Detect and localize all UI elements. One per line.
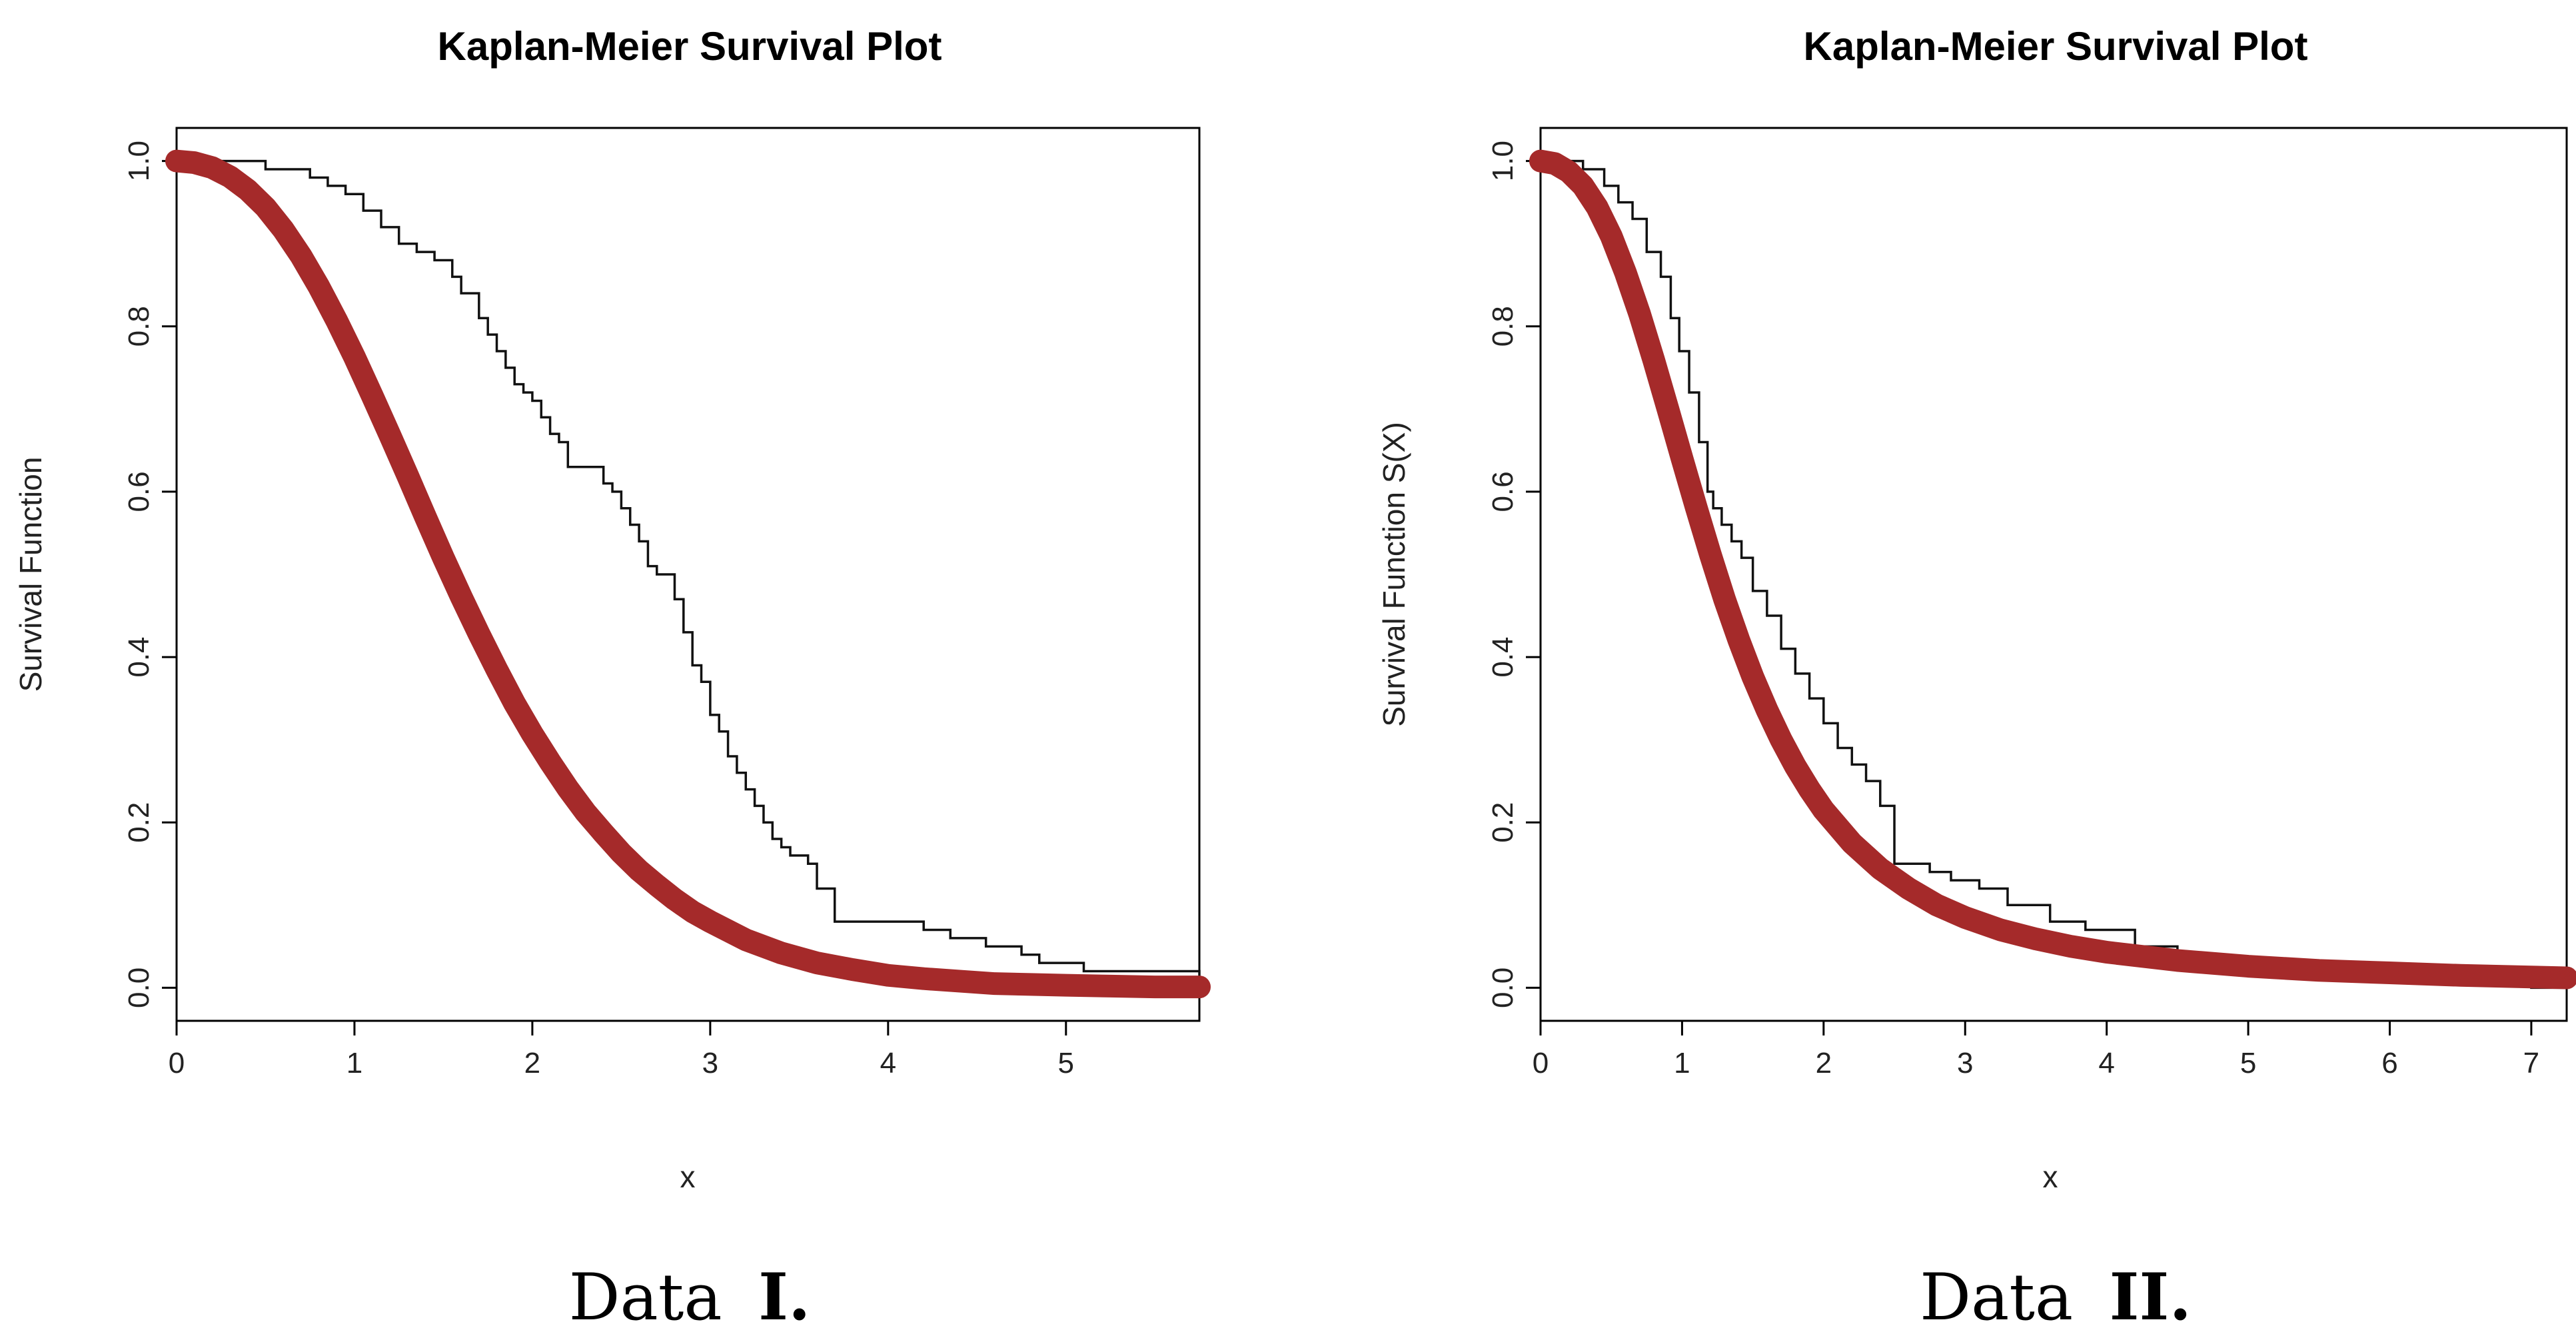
- y-tick-labels-2: 0.0 0.2 0.4 0.6 0.8 1.0: [1487, 141, 1519, 1008]
- series-layer-1: [165, 149, 1211, 999]
- fitted-curve-1: [165, 149, 1211, 999]
- x-tick-label-1-0: 0: [169, 1047, 185, 1079]
- chart-panel-1: Kaplan-Meier Survival Plot 0.00.20.40.60…: [13, 24, 1211, 1335]
- y-tick-label-2-1: 0.2: [1487, 802, 1519, 843]
- x-tick-label-2-4: 4: [2098, 1047, 2114, 1079]
- plot-frame-2: [1539, 127, 2568, 1022]
- y-tick-label-1-4: 0.8: [123, 306, 155, 346]
- y-tick-label-1-3: 0.6: [123, 471, 155, 512]
- x-tick-label-2-2: 2: [1816, 1047, 1832, 1079]
- x-tick-labels-1: 0 1 2 3 4 5: [169, 1047, 1074, 1079]
- x-tick-label-2-3: 3: [1957, 1047, 1973, 1079]
- x-tick-label-2-6: 6: [2381, 1047, 2397, 1079]
- plot-frame-1: [175, 127, 1201, 1022]
- tick-layer-1: [162, 160, 1067, 1035]
- x-tick-label-1-4: 4: [880, 1047, 896, 1079]
- x-tick-label-2-5: 5: [2240, 1047, 2256, 1079]
- y-tick-label-2-0: 0.0: [1487, 968, 1519, 1008]
- y-tick-label-1-2: 0.4: [123, 636, 155, 677]
- caption-1-prefix: Data: [569, 1260, 722, 1335]
- x-tick-label-2-7: 7: [2523, 1047, 2539, 1079]
- caption-2-prefix: Data: [1920, 1260, 2073, 1335]
- y-tick-label-2-4: 0.8: [1487, 306, 1519, 346]
- x-tick-label-1-5: 5: [1058, 1047, 1074, 1079]
- x-tick-labels-2: 0 1 2 3 4 5 6 7: [1533, 1047, 2539, 1079]
- chart-title-2: Kaplan-Meier Survival Plot: [1804, 24, 2308, 69]
- x-tick-label-1-2: 2: [524, 1047, 540, 1079]
- x-tick-label-1-1: 1: [346, 1047, 362, 1079]
- y-tick-label-2-2: 0.4: [1487, 636, 1519, 677]
- caption-1: Data I.: [569, 1259, 811, 1335]
- km-step-line-2: [1541, 159, 2567, 990]
- y-tick-label-2-5: 1.0: [1487, 141, 1519, 181]
- y-axis-label-1: Survival Function: [13, 457, 48, 692]
- x-axis-label-1: x: [680, 1159, 696, 1194]
- x-tick-label-1-3: 3: [702, 1047, 718, 1079]
- caption-1-numeral: I.: [758, 1259, 810, 1335]
- y-tick-labels-1: 0.0 0.2 0.4 0.6 0.8 1.0: [123, 141, 155, 1008]
- y-tick-label-2-3: 0.6: [1487, 471, 1519, 512]
- chart-title-1: Kaplan-Meier Survival Plot: [438, 24, 942, 69]
- km-step-line-1: [177, 159, 1201, 980]
- fitted-curve-2: [1529, 149, 2576, 990]
- x-tick-label-2-0: 0: [1533, 1047, 1549, 1079]
- y-axis-label-2: Survival Function S(X): [1377, 422, 1411, 727]
- x-axis-label-2: x: [2043, 1159, 2058, 1194]
- y-tick-label-1-0: 0.0: [123, 968, 155, 1008]
- caption-2: Data II.: [1920, 1259, 2192, 1335]
- chart-panel-2: Kaplan-Meier Survival Plot 0.00.20.40.60…: [1377, 24, 2576, 1335]
- y-tick-label-1-1: 0.2: [123, 802, 155, 843]
- caption-2-numeral: II.: [2110, 1259, 2192, 1335]
- series-layer-2: [1529, 149, 2576, 990]
- x-tick-label-2-1: 1: [1674, 1047, 1690, 1079]
- y-tick-label-1-5: 1.0: [123, 141, 155, 181]
